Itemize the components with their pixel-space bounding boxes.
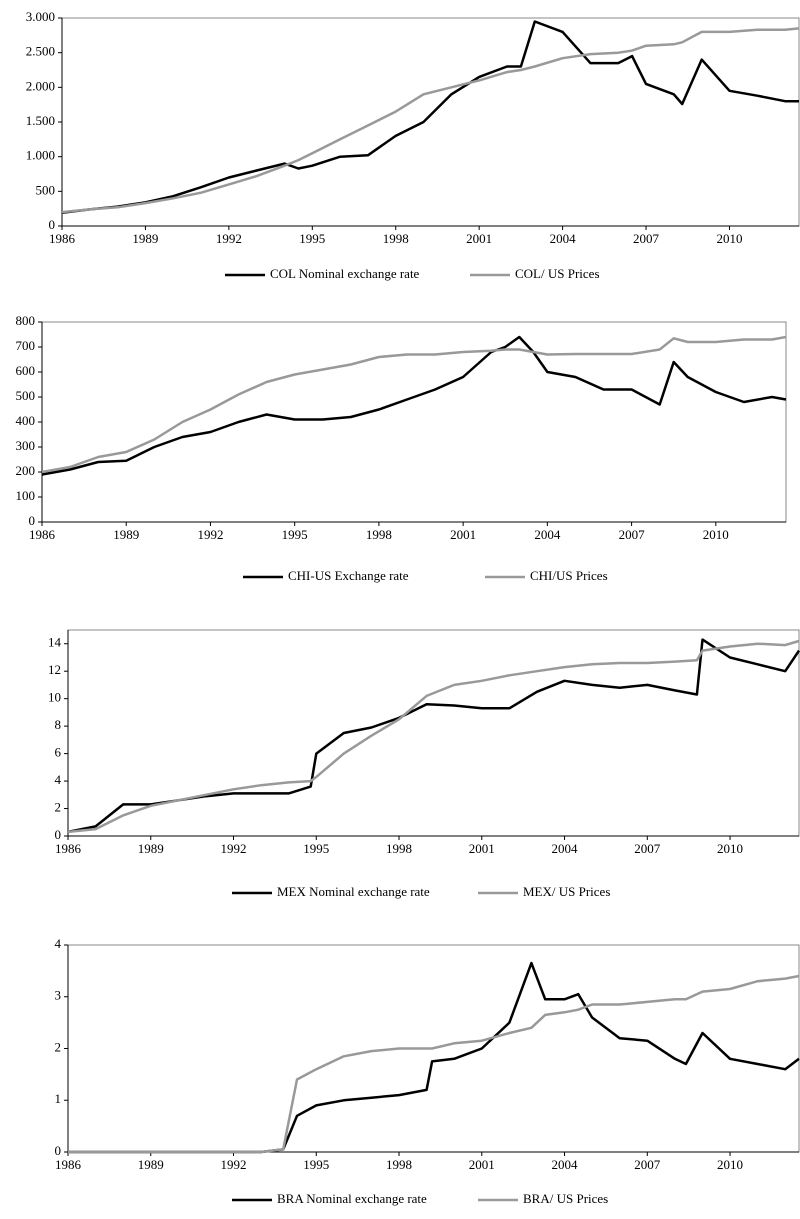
x-tick-label: 1998 [383,231,409,246]
y-tick-label: 0 [55,1143,62,1158]
y-tick-label: 1.000 [26,148,55,163]
series-line [41,335,787,474]
plot-frame [61,17,800,227]
line-chart: 0 1 2 3 4 1986 1989 1992 1995 1998 2001 2004 2007 201… [55,936,800,1206]
x-tick-label: 2007 [634,841,661,856]
y-tick-label: 500 [36,182,56,197]
series-line [68,974,800,1154]
y-tick-label: 2.000 [26,78,55,93]
line-chart: 0 500 1.000 1.500 2.000 2.500 3.000 1986 1989 199… [26,9,800,281]
y-tick-label: 100 [16,488,36,503]
x-tick-label: 2004 [550,231,577,246]
series-line [67,639,800,834]
y-tick-label: 800 [16,313,36,328]
x-tick-label: 2001 [469,841,495,856]
y-tick-label: 2 [55,800,62,815]
y-tick-label: 4 [55,936,62,951]
y-tick-label: 600 [16,363,36,378]
plot-frame [41,321,787,523]
y-tick-label: 6 [55,745,62,760]
x-tick-label: 1998 [386,841,412,856]
series-line [68,961,800,1154]
x-tick-label: 1989 [132,231,158,246]
x-tick-label: 1995 [299,231,325,246]
y-tick-label: 0 [29,513,36,528]
y-tick-label: 2.500 [26,44,55,59]
y-tick-label: 2 [55,1039,62,1054]
y-tick-label: 3.000 [26,9,55,24]
y-tick-label: 10 [48,690,61,705]
y-tick-label: 3 [55,988,62,1003]
x-tick-label: 2010 [717,1157,743,1172]
x-tick-label: 1986 [49,231,76,246]
x-tick-label: 1989 [138,1157,164,1172]
x-tick-label: 2010 [717,841,743,856]
legend-label: CHI-US Exchange rate [288,568,409,583]
legend-label: BRA Nominal exchange rate [277,1191,427,1206]
legend-label: CHI/US Prices [530,568,608,583]
y-tick-label: 500 [16,388,36,403]
x-tick-label: 1992 [221,1157,247,1172]
legend-label: COL/ US Prices [515,266,600,281]
x-tick-label: 1995 [303,1157,329,1172]
x-tick-label: 2004 [552,841,579,856]
x-tick-label: 2007 [634,1157,661,1172]
y-tick-label: 300 [16,438,36,453]
x-tick-label: 2007 [619,527,646,542]
x-tick-label: 1998 [386,1157,412,1172]
x-tick-label: 1992 [216,231,242,246]
x-tick-label: 2010 [716,231,742,246]
line-chart: 0 2 4 6 8 10 12 14 1986 1989 1992 1995 1998 2001 2004 2… [48,629,800,899]
x-tick-label: 2001 [469,1157,495,1172]
series-line [67,638,800,834]
legend-label: MEX Nominal exchange rate [277,884,430,899]
x-tick-label: 1986 [29,527,56,542]
x-tick-label: 2007 [633,231,660,246]
x-tick-label: 1992 [221,841,247,856]
x-tick-label: 2004 [552,1157,579,1172]
x-tick-label: 1986 [55,1157,82,1172]
y-tick-label: 0 [55,827,62,842]
x-tick-label: 1992 [197,527,223,542]
x-tick-label: 1998 [366,527,392,542]
series-line [61,27,800,214]
x-tick-label: 2010 [703,527,729,542]
y-tick-label: 12 [48,662,61,677]
y-tick-label: 4 [55,772,62,787]
x-tick-label: 1995 [282,527,308,542]
x-tick-label: 2004 [534,527,561,542]
x-tick-label: 2001 [450,527,476,542]
y-tick-label: 1 [55,1091,62,1106]
x-tick-label: 1995 [303,841,329,856]
y-tick-label: 700 [16,338,36,353]
legend-label: MEX/ US Prices [523,884,610,899]
legend-label: COL Nominal exchange rate [270,266,420,281]
y-tick-label: 14 [48,635,62,650]
y-tick-label: 200 [16,463,36,478]
series-line [41,335,787,476]
x-tick-label: 1989 [113,527,139,542]
x-tick-label: 2001 [466,231,492,246]
y-tick-label: 8 [55,717,62,732]
series-line [61,20,799,215]
y-tick-label: 400 [16,413,36,428]
line-chart: 0 100 200 300 400 500 600 700 800 1986 1989 1992 199… [16,313,787,583]
legend-label: BRA/ US Prices [523,1191,608,1206]
x-tick-label: 1986 [55,841,82,856]
x-tick-label: 1989 [138,841,164,856]
y-tick-label: 1.500 [26,113,55,128]
y-tick-label: 0 [49,217,56,232]
